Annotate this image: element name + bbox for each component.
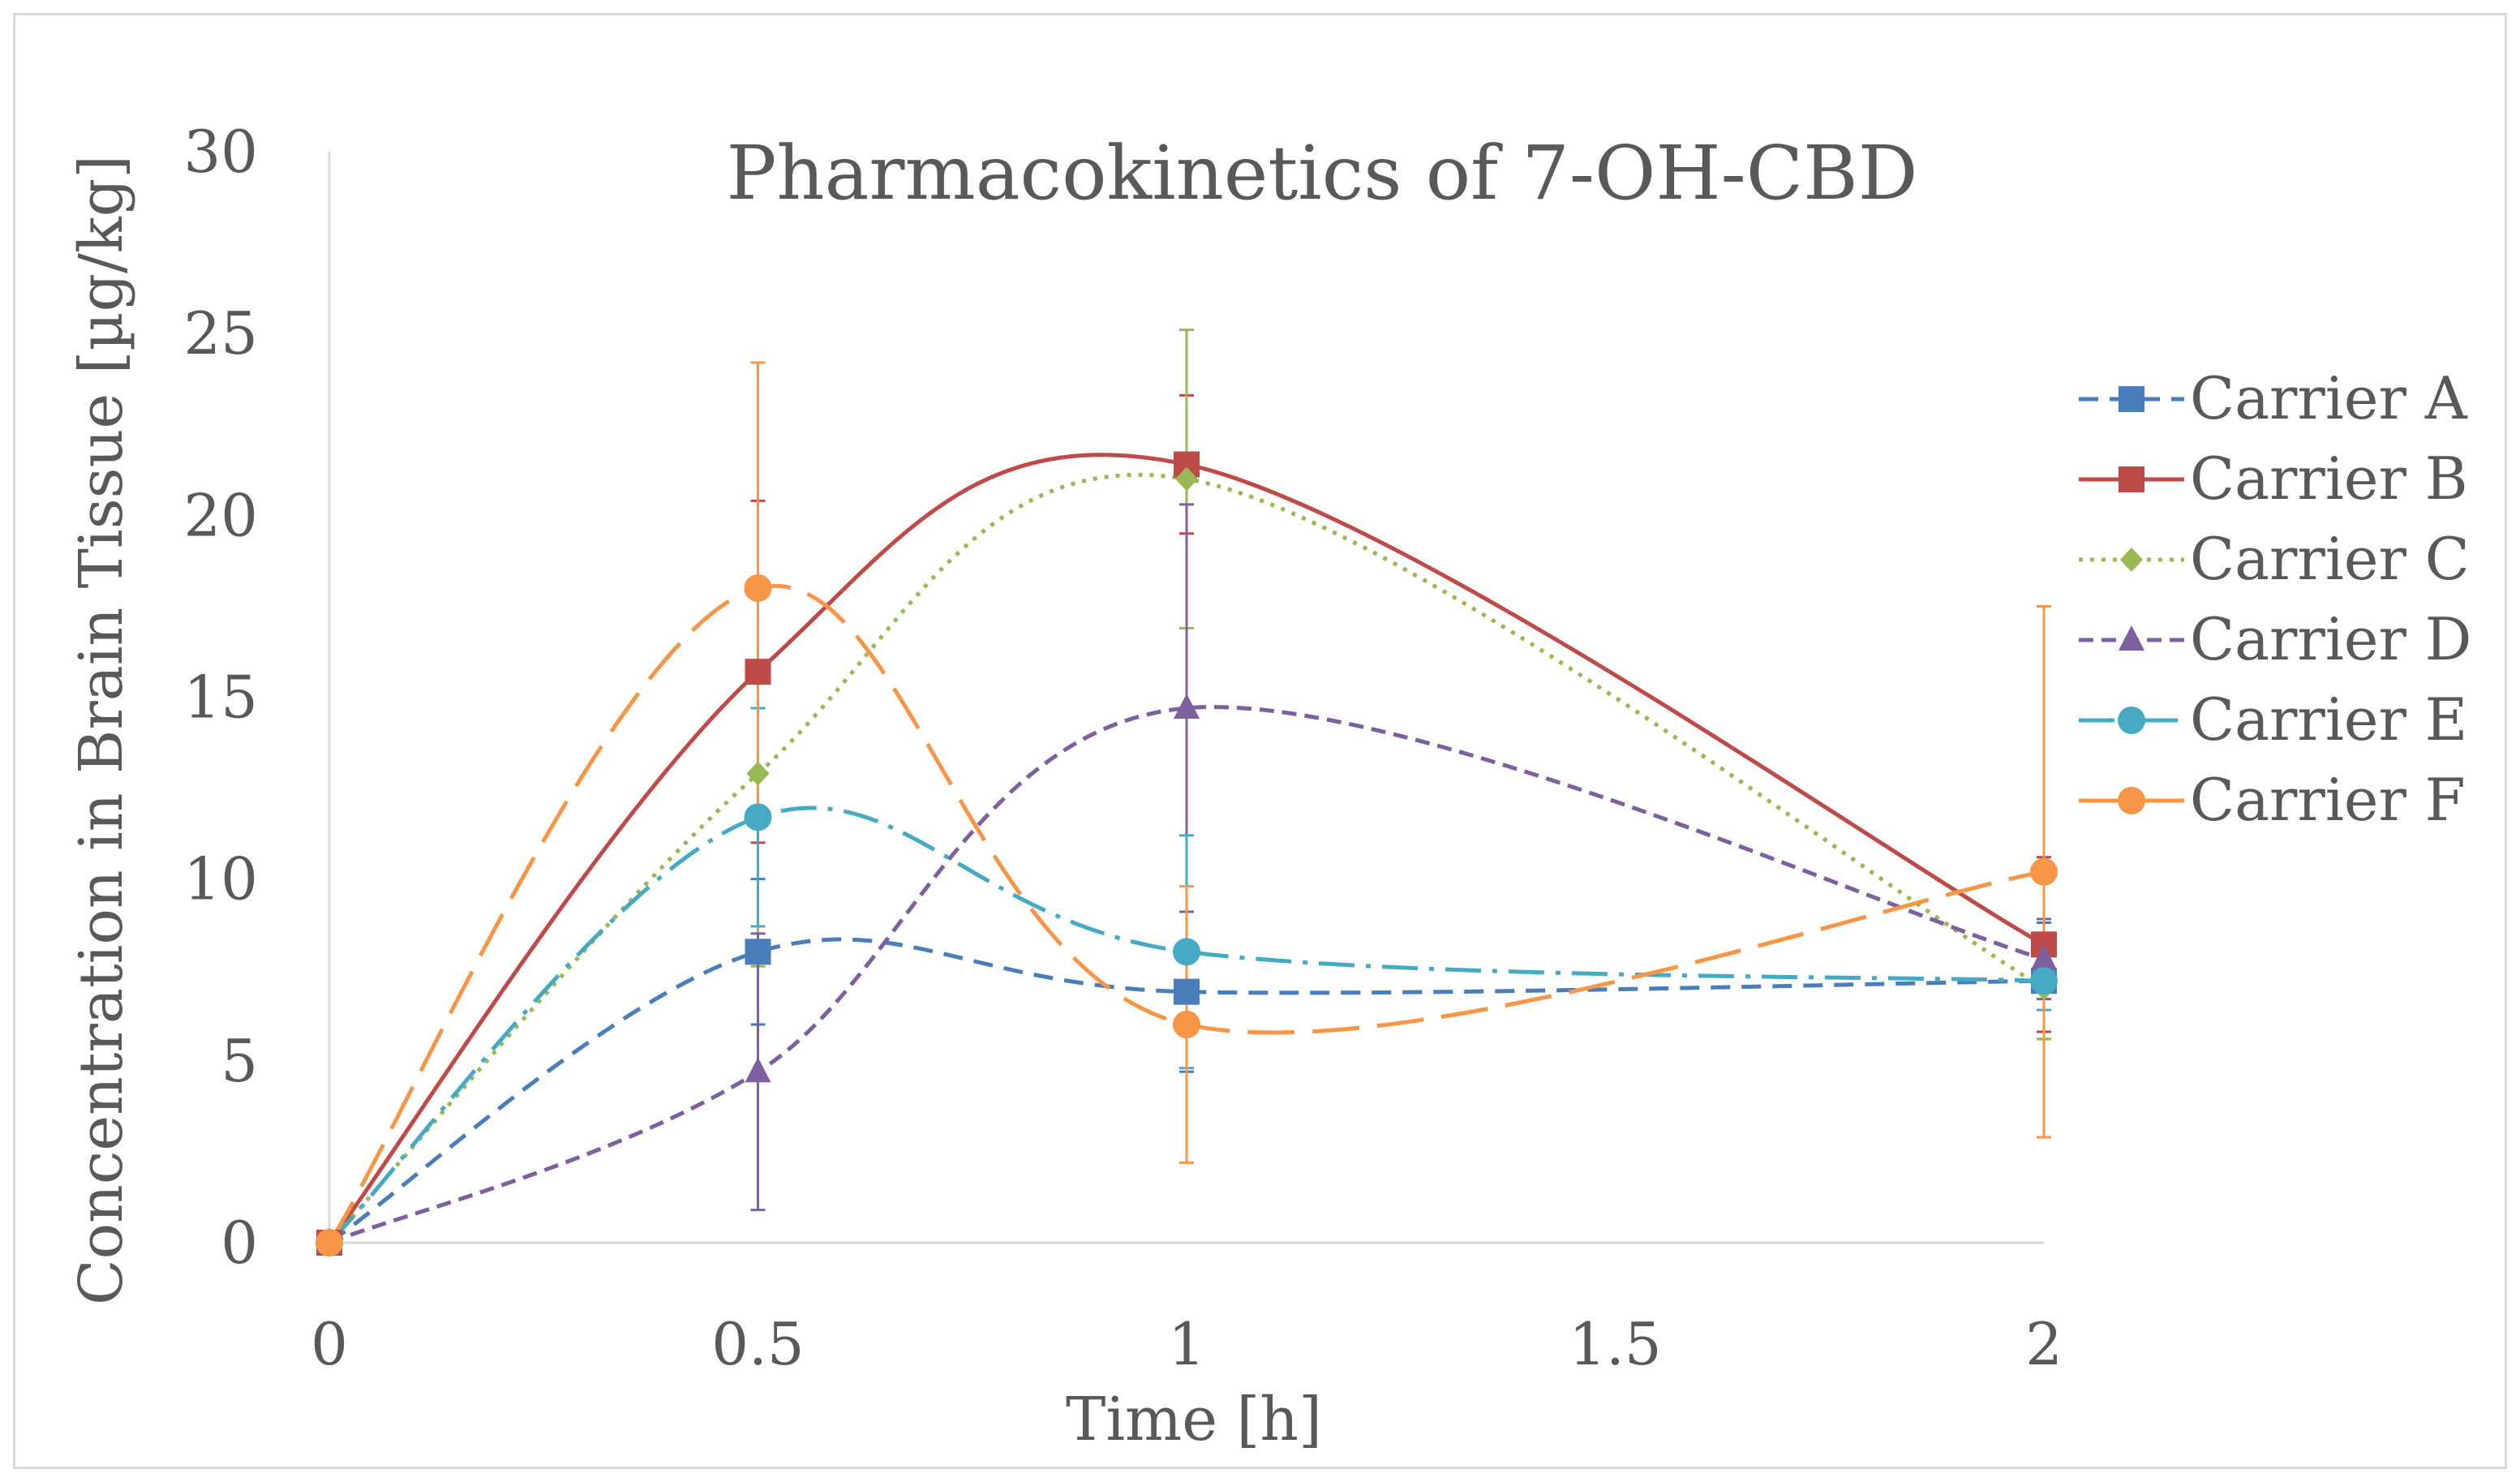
- carrier-f-point: [2030, 857, 2058, 886]
- legend-label: Carrier A: [2190, 364, 2468, 432]
- legend-item-carrier-f: Carrier F: [2079, 766, 2466, 834]
- y-tick-label: 15: [183, 664, 258, 732]
- carrier-c-line: [328, 472, 2046, 1244]
- legend-label: Carrier B: [2190, 445, 2468, 513]
- legend-label: Carrier D: [2190, 605, 2472, 673]
- carrier-d-point: [745, 1057, 771, 1083]
- y-tick-label: 30: [183, 118, 258, 186]
- carrier-e-point: [744, 803, 772, 831]
- legend-label: Carrier E: [2190, 685, 2467, 754]
- carrier-d-point: [2031, 944, 2057, 970]
- series-markers: [316, 451, 2058, 1256]
- x-tick-label: 0.5: [711, 1310, 805, 1378]
- legend-item-carrier-e: Carrier E: [2079, 685, 2467, 754]
- legend-item-carrier-d: Carrier D: [2079, 605, 2472, 673]
- x-tick-label: 0: [311, 1310, 348, 1378]
- carrier-b-point: [745, 659, 771, 685]
- x-tick-label: 2: [2025, 1310, 2063, 1378]
- legend-item-carrier-a: Carrier A: [2079, 364, 2468, 432]
- legend-swatch-marker: [2120, 548, 2143, 572]
- legend: Carrier A Carrier B Carrier C Carrier D Carr…: [2079, 364, 2472, 834]
- carrier-a-point: [745, 939, 771, 965]
- y-tick-label: 20: [183, 481, 258, 549]
- legend-swatch-marker: [2119, 386, 2144, 412]
- carrier-d-line: [328, 705, 2045, 1245]
- chart-frame: [13, 13, 2507, 1469]
- chart-title: Pharmacokinetics of 7-OH-CBD: [726, 130, 1917, 217]
- legend-swatch-marker: [2118, 707, 2145, 734]
- legend-swatch-marker: [2118, 787, 2145, 814]
- legend-item-carrier-b: Carrier B: [2079, 445, 2468, 513]
- x-axis-label: Time [h]: [1066, 1385, 1322, 1454]
- carrier-c-point: [1175, 466, 1198, 492]
- y-tick-label: 0: [221, 1209, 258, 1277]
- x-axis: 0 0.5 1 1.5 2: [311, 1241, 2063, 1378]
- carrier-e-line: [328, 805, 2045, 1244]
- y-tick-label: 5: [221, 1027, 258, 1095]
- carrier-a-point: [1174, 978, 1200, 1005]
- carrier-e-point: [1173, 938, 1200, 966]
- carrier-f-point: [1173, 1011, 1200, 1038]
- legend-swatch-marker: [2119, 625, 2144, 651]
- y-axis-label: Concentration in Brain Tissue [µg/kg]: [67, 155, 136, 1305]
- x-tick-label: 1: [1168, 1310, 1205, 1378]
- y-tick-label: 10: [183, 845, 258, 913]
- legend-label: Carrier F: [2190, 766, 2466, 834]
- legend-item-carrier-c: Carrier C: [2079, 525, 2470, 593]
- x-tick-label: 1.5: [1569, 1310, 1662, 1378]
- carrier-c-point: [746, 761, 770, 786]
- error-bars: [750, 329, 2051, 1212]
- carrier-f-line: [327, 583, 2045, 1244]
- carrier-a-line: [328, 937, 2045, 1245]
- carrier-b-line: [328, 453, 2046, 1244]
- carrier-d-point: [1174, 693, 1200, 719]
- carrier-f-point: [744, 574, 772, 602]
- y-tick-label: 25: [183, 299, 258, 367]
- legend-swatch-marker: [2119, 466, 2144, 492]
- y-axis: 0 5 10 15 20 25 30: [183, 118, 331, 1277]
- carrier-e-point: [2030, 967, 2058, 995]
- series-lines: [327, 453, 2046, 1245]
- legend-label: Carrier C: [2190, 525, 2470, 593]
- carrier-f-point: [316, 1229, 343, 1256]
